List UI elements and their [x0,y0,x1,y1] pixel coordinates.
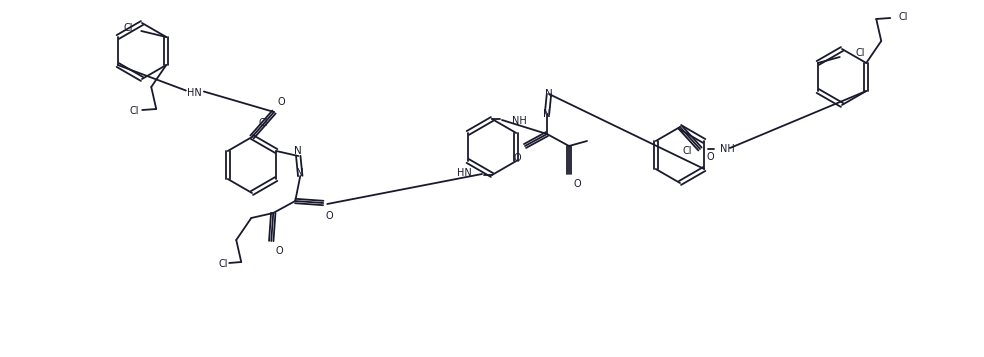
Text: N: N [543,109,551,119]
Text: NH: NH [512,116,526,126]
Text: O: O [276,246,283,256]
Text: Cl: Cl [856,48,865,58]
Text: N: N [294,146,302,156]
Text: Cl: Cl [124,23,133,33]
Text: Cl: Cl [218,259,228,269]
Text: Cl: Cl [130,106,139,116]
Text: O: O [574,179,581,189]
Text: Cl: Cl [683,146,693,156]
Text: HN: HN [458,168,472,178]
Text: O: O [707,152,713,162]
Text: NH: NH [720,144,735,154]
Text: N: N [545,89,553,99]
Text: N: N [296,168,304,178]
Text: Cl: Cl [898,12,908,22]
Text: HN: HN [187,89,202,99]
Text: O: O [514,153,521,163]
Text: Cl: Cl [258,118,268,128]
Text: O: O [277,97,284,107]
Text: O: O [326,211,333,221]
